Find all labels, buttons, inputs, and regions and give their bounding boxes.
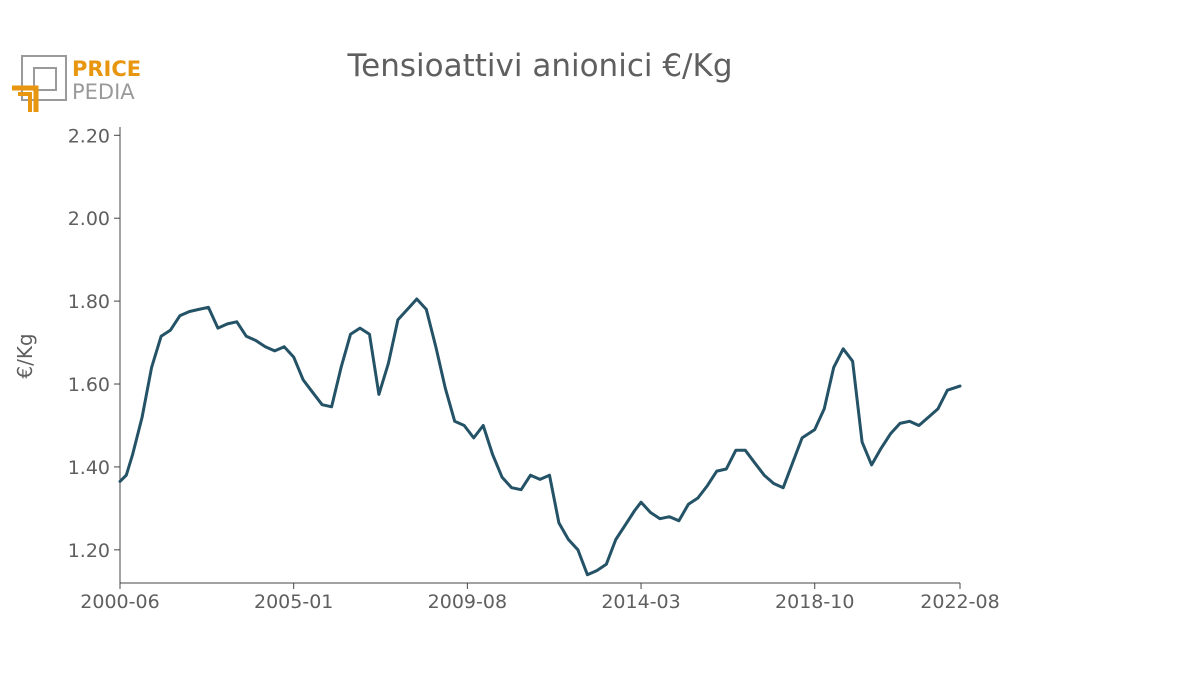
x-axis: 2000-06 2005-01 2009-08 2014-03 2018-10 2022-… [80, 582, 1000, 613]
x-tick-label: 2000-06 [80, 591, 159, 613]
x-tick-label: 2014-03 [601, 591, 680, 613]
y-tick-label: 1.20 [68, 540, 110, 562]
series-line [118, 297, 962, 577]
x-tick-label: 2022-08 [920, 591, 999, 613]
logo-text-pedia: PEDIA [72, 80, 135, 104]
pricepedia-logo: PRICE PEDIA [10, 52, 150, 116]
logo-mark: PRICE PEDIA [12, 55, 141, 112]
y-tick-label: 2.00 [68, 208, 110, 230]
y-tick-label: 1.80 [68, 291, 110, 313]
y-axis: 1.20 1.40 1.60 1.80 2.00 2.20 [68, 125, 121, 583]
x-tick-label: 2009-08 [428, 591, 507, 613]
chart-title: Tensioattivi anionici €/Kg [347, 48, 733, 84]
x-tick-label: 2018-10 [775, 591, 854, 613]
y-tick-label: 2.20 [68, 125, 110, 147]
logo-text-price: PRICE [72, 57, 141, 81]
y-axis-label: €/Kg [13, 333, 37, 378]
x-tick-label: 2005-01 [254, 591, 333, 613]
series-group [118, 297, 962, 577]
y-tick-label: 1.40 [68, 457, 110, 479]
y-tick-label: 1.60 [68, 374, 110, 396]
